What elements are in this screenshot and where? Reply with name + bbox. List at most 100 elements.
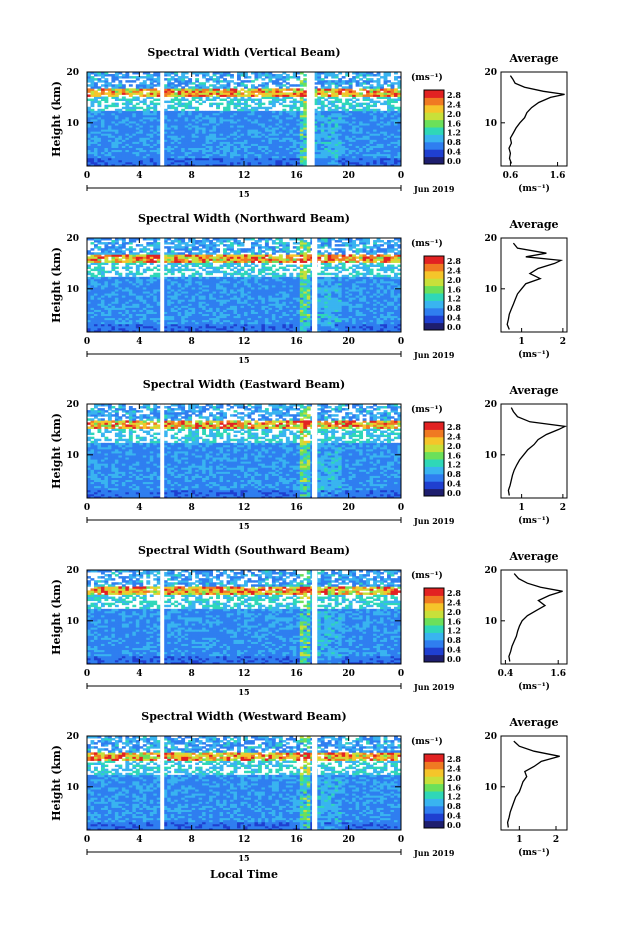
- heatmap-cell: [114, 131, 119, 134]
- heatmap-cell: [205, 80, 210, 83]
- heatmap-cell: [146, 143, 151, 146]
- heatmap-cell: [184, 133, 189, 136]
- y-axis-label: Height (km): [50, 81, 63, 157]
- heatmap-cell: [135, 244, 140, 247]
- heatmap-cell: [223, 92, 227, 95]
- heatmap-cell: [128, 106, 133, 110]
- heatmap-cell: [125, 114, 130, 118]
- heatmap-cell: [226, 131, 231, 134]
- heatmap-cell: [128, 149, 133, 153]
- heatmap-cell: [205, 163, 210, 167]
- heatmap-cell: [271, 110, 276, 114]
- heatmap-cell: [219, 129, 224, 132]
- heatmap-cell: [188, 100, 193, 104]
- heatmap-cell: [156, 133, 161, 136]
- heatmap-cell: [132, 127, 137, 130]
- heatmap-cell: [156, 272, 161, 276]
- heatmap-cell: [149, 84, 154, 87]
- heatmap-cell: [233, 149, 238, 153]
- heatmap-cell: [223, 110, 227, 114]
- heatmap-cell: [237, 125, 241, 128]
- heatmap-cell: [209, 104, 213, 108]
- heatmap-cell: [100, 92, 105, 95]
- heatmap-cell: [174, 153, 179, 157]
- heatmap-cell: [230, 137, 234, 140]
- heatmap-cell: [156, 112, 161, 116]
- heatmap-cell: [135, 163, 140, 167]
- heatmap-cell: [198, 86, 203, 89]
- heatmap-cell: [111, 102, 116, 106]
- heatmap-cell: [237, 151, 241, 155]
- heatmap-cell: [216, 121, 220, 124]
- heatmap-cell: [362, 86, 367, 89]
- heatmap-cell: [198, 145, 203, 149]
- heatmap-cell: [135, 116, 140, 120]
- heatmap-cell: [230, 153, 234, 157]
- heatmap-cell: [87, 137, 91, 140]
- heatmap-cell: [90, 98, 95, 102]
- heatmap-cell: [247, 76, 252, 79]
- heatmap-cell: [184, 125, 189, 128]
- heatmap-cell: [93, 145, 98, 149]
- heatmap-cell: [132, 252, 137, 255]
- heatmap-cell: [125, 112, 130, 116]
- heatmap-cell: [216, 141, 220, 144]
- heatmap-cell: [104, 131, 109, 134]
- heatmap-cell: [348, 110, 353, 114]
- heatmap-cell: [111, 159, 116, 163]
- heatmap-cell: [202, 125, 207, 128]
- heatmap-cell: [198, 123, 203, 126]
- heatmap-cell: [97, 92, 102, 95]
- heatmap-cell: [247, 145, 252, 149]
- heatmap-cell: [118, 141, 123, 144]
- heatmap-cell: [153, 127, 158, 130]
- heatmap-cell: [142, 147, 147, 151]
- heatmap-cell: [121, 250, 126, 253]
- heatmap-cell: [114, 163, 119, 167]
- heatmap-cell: [100, 116, 105, 120]
- heatmap-cell: [247, 151, 252, 155]
- heatmap-cell: [198, 161, 203, 165]
- heatmap-cell: [216, 88, 220, 91]
- heatmap-cell: [100, 256, 105, 259]
- heatmap-cell: [174, 139, 179, 142]
- heatmap-cell: [181, 137, 186, 140]
- heatmap-cell: [244, 151, 248, 155]
- heatmap-cell: [282, 88, 287, 91]
- heatmap-cell: [170, 119, 175, 122]
- heatmap-cell: [177, 104, 182, 108]
- heatmap-cell: [170, 76, 175, 79]
- heatmap-cell: [177, 119, 182, 122]
- heatmap-cell: [223, 137, 227, 140]
- heatmap-cell: [146, 104, 151, 108]
- heatmap-cell: [209, 84, 213, 87]
- heatmap-cell: [205, 112, 210, 116]
- heatmap-cell: [181, 151, 186, 155]
- heatmap-cell: [163, 252, 168, 255]
- heatmap-cell: [97, 123, 102, 126]
- heatmap-cell: [223, 72, 227, 75]
- heatmap-cell: [226, 157, 231, 161]
- heatmap-cell: [188, 248, 193, 251]
- heatmap-cell: [188, 112, 193, 116]
- heatmap-cell: [97, 145, 102, 149]
- heatmap-cell: [237, 153, 241, 157]
- heatmap-cell: [156, 252, 161, 255]
- heatmap-cell: [390, 82, 395, 85]
- heatmap-cell: [100, 131, 105, 134]
- heatmap-cell: [233, 159, 238, 163]
- heatmap-cell: [369, 98, 374, 102]
- heatmap-cell: [184, 84, 189, 87]
- heatmap-cell: [125, 145, 130, 149]
- heatmap-cell: [233, 153, 238, 157]
- heatmap-cell: [216, 82, 220, 85]
- heatmap-cell: [167, 90, 172, 93]
- heatmap-cell: [177, 145, 182, 149]
- heatmap-cell: [111, 104, 116, 108]
- heatmap-cell: [135, 76, 140, 79]
- heatmap-cell: [142, 98, 147, 102]
- heatmap-cell: [198, 116, 203, 120]
- heatmap-cell: [149, 92, 154, 95]
- heatmap-cell: [118, 114, 123, 118]
- heatmap-cell: [170, 143, 175, 146]
